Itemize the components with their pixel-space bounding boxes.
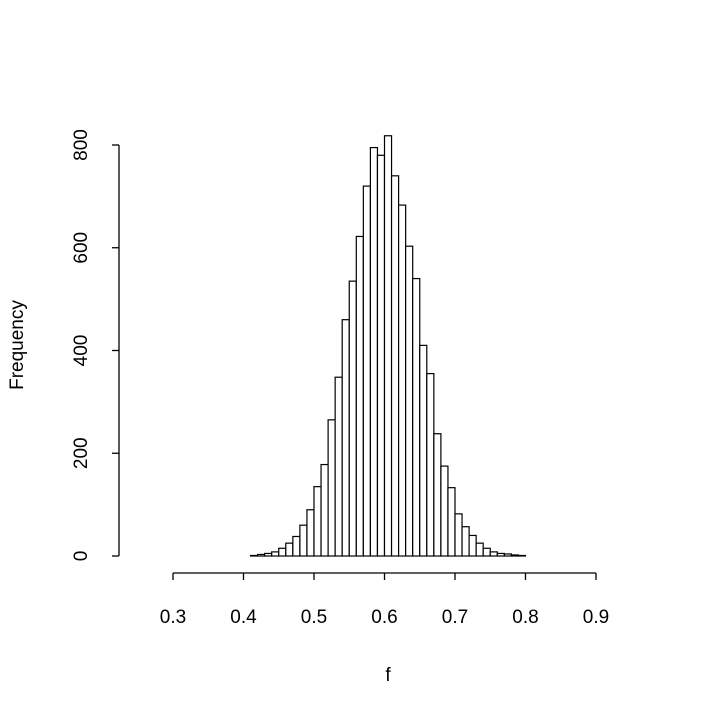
x-tick-label: 0.9 [583,607,609,628]
bar [369,146,379,557]
x-axis-label: f [385,665,391,686]
y-tick-label: 800 [71,129,92,161]
y-tick-label: 600 [71,232,92,264]
y-tick-label: 400 [71,335,92,367]
bar [496,552,505,557]
x-tick-label: 0.6 [371,607,397,628]
x-tick-label: 0.7 [442,607,468,628]
y-tick-label: 200 [71,437,92,469]
bar [398,204,407,557]
bar [454,513,463,557]
bar [419,344,428,557]
bar [461,526,470,557]
bar [426,373,435,557]
bar [285,542,294,557]
bar [334,376,343,557]
bar [440,465,449,557]
bar [313,486,322,557]
bar [320,463,329,557]
bar [341,319,350,557]
x-tick-label: 0.5 [301,607,327,628]
bar [503,553,513,557]
bar [517,554,527,557]
bar [306,509,315,557]
bar [475,542,484,557]
bar [447,487,456,557]
bar [405,245,414,557]
y-tick-label: 0 [71,551,92,562]
bar [355,235,364,557]
bar [299,524,308,557]
bar [278,547,287,557]
bar [376,154,386,557]
x-tick-label: 0.3 [160,607,186,628]
bar [292,535,301,557]
bar [348,280,357,557]
x-tick-label: 0.8 [512,607,538,628]
bar [412,277,421,557]
bar [264,552,273,557]
bar [489,551,498,557]
bar [327,419,336,557]
bar [468,534,477,557]
y-axis-label: Frequency [7,300,28,390]
x-tick-label: 0.4 [230,607,257,628]
bar [362,185,372,557]
bar [383,135,393,557]
bar [249,554,259,557]
bar [482,547,491,557]
bar [390,175,400,557]
bar [510,554,520,557]
bar [271,551,280,557]
bar [257,553,266,557]
bar [433,433,442,557]
